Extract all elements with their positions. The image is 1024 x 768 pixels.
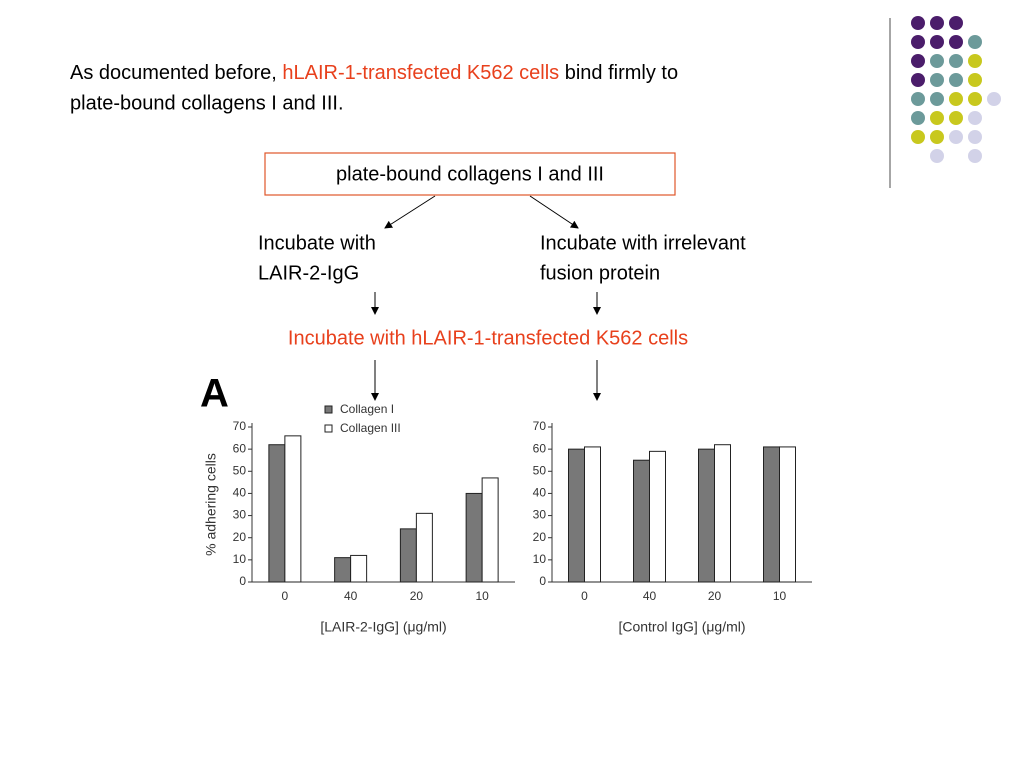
y-tick-label: 50 [533,463,547,477]
dot [968,73,982,87]
dot [930,92,944,106]
y-tick-label: 40 [533,486,547,500]
flow-box-label: plate-bound collagens I and III [336,163,604,185]
dot [968,149,982,163]
bar [763,446,780,583]
panel-label: A [200,372,229,416]
dot-decoration [911,16,1001,163]
bar [779,446,796,583]
legend-label: Collagen III [340,421,401,435]
legend-swatch [324,424,333,433]
x-tick-label: 40 [643,589,657,603]
y-tick-label: 70 [533,419,547,433]
step-text: fusion protein [540,262,660,284]
dot [911,35,925,49]
bar [334,557,352,583]
step-text: Incubate with irrelevant [540,232,746,254]
x-tick-label: 0 [282,589,289,603]
common-step: Incubate with hLAIR-1-transfected K562 c… [288,327,688,349]
y-tick-label: 60 [233,441,247,455]
dot [968,111,982,125]
bar [350,554,368,583]
x-axis-label: [Control IgG] (μg/ml) [618,619,745,635]
step-text: Incubate with [258,232,376,254]
dot [949,16,963,30]
bar [268,444,286,583]
x-tick-label: 0 [581,589,588,603]
dot [949,35,963,49]
bar [649,450,666,583]
y-tick-label: 30 [233,508,247,522]
dot [930,130,944,144]
dot [930,73,944,87]
dot [968,92,982,106]
x-tick-label: 40 [344,589,358,603]
dot [949,92,963,106]
flow-box [264,152,676,196]
y-tick-label: 60 [533,441,547,455]
intro-line2: plate-bound collagens I and III. [70,92,344,114]
x-tick-label: 10 [773,589,787,603]
bar [465,492,483,583]
y-axis-label: % adhering cells [203,453,219,556]
bar [714,444,731,583]
bar [633,459,650,583]
dot [930,149,944,163]
y-tick-label: 50 [233,463,247,477]
bar [481,477,499,583]
dot [911,54,925,68]
dot [987,92,1001,106]
dot [911,73,925,87]
dot [930,54,944,68]
dot [930,35,944,49]
dot [911,16,925,30]
dot [911,130,925,144]
legend-swatch [324,405,333,414]
intro-line1: As documented before, hLAIR-1-transfecte… [70,62,678,84]
dot [911,111,925,125]
dot [930,111,944,125]
y-tick-label: 10 [233,552,247,566]
y-tick-label: 40 [233,486,247,500]
intro-text: bind firmly to [565,62,678,84]
dot [949,73,963,87]
dot [949,54,963,68]
step-text: LAIR-2-IgG [258,262,359,284]
bar [698,448,715,583]
arrow [529,195,579,229]
y-tick-label: 20 [533,530,547,544]
dot [930,16,944,30]
dot [968,35,982,49]
dot [968,130,982,144]
x-tick-label: 10 [475,589,489,603]
bar [568,448,585,583]
arrow [384,195,436,229]
dot [949,111,963,125]
y-tick-label: 0 [539,574,546,588]
legend-label: Collagen I [340,402,394,416]
y-tick-label: 0 [239,574,246,588]
intro-text: As documented before, [70,62,277,84]
y-tick-label: 30 [533,508,547,522]
dot [911,92,925,106]
dot [949,130,963,144]
x-axis-label: [LAIR-2-IgG] (μg/ml) [320,619,446,635]
intro-highlight: hLAIR-1-transfected K562 cells [282,62,559,84]
x-tick-label: 20 [410,589,424,603]
bar [399,528,417,583]
y-tick-label: 10 [533,552,547,566]
dot [968,54,982,68]
bar [284,435,302,583]
y-tick-label: 70 [233,419,247,433]
bar [415,512,433,583]
x-tick-label: 20 [708,589,722,603]
bar [584,446,601,583]
y-tick-label: 20 [233,530,247,544]
